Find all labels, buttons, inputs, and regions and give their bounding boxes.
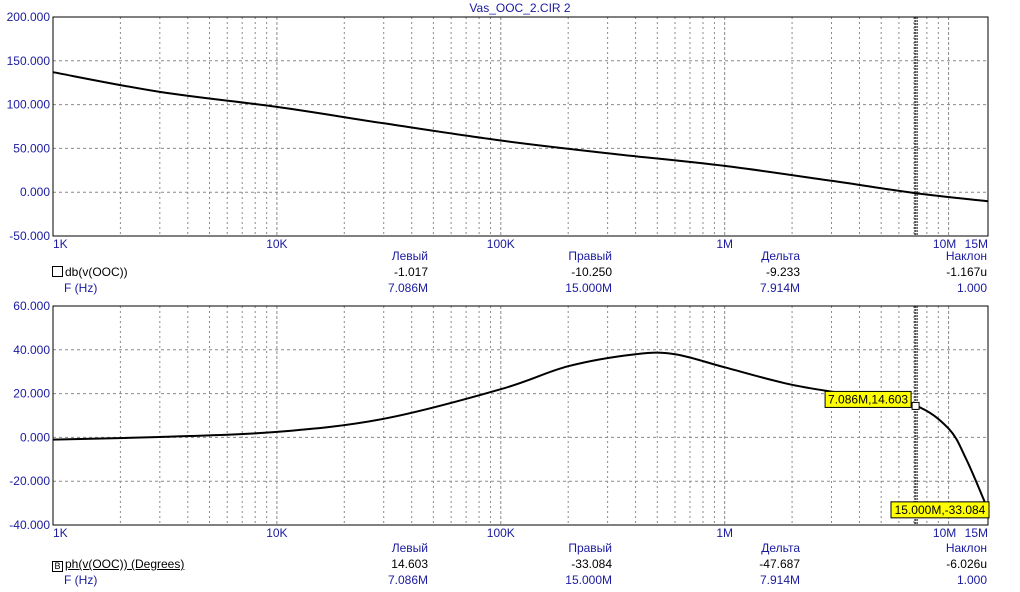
readout2-value-slope: -6.026u [946,557,987,571]
x-tick-label: 15M [965,237,988,251]
readout2-value-left: 14.603 [391,557,428,571]
readout-series-name: db(v(OOC)) [65,265,128,279]
y-tick-label: 0.000 [20,185,50,199]
readout2-x-label: F (Hz) [64,573,98,587]
series-line [52,71,989,203]
x-tick-label: 100K [487,237,515,251]
readout-header-left: Левый [391,249,428,263]
x-tick-label: 1K [53,237,68,251]
y-tick-label: -40.000 [9,518,50,532]
y-tick-label: 50.000 [13,141,50,155]
x-tick-label: 1M [716,526,733,540]
readout-x-left: 7.086M [387,281,428,295]
series-marker-box: B [52,561,63,572]
x-tick-label: 10M [933,526,956,540]
y-tick-label: 150.000 [7,54,51,68]
annotation-box [824,390,912,408]
readout2-series-name: ph(v(OOC)) (Degrees) [65,557,185,571]
series-color-box [52,266,63,277]
chart-title: Vas_OOC_2.CIR 2 [469,1,571,15]
x-tick-label: 1K [53,526,68,540]
readout2-header-left: Левый [391,541,428,555]
readout2-x-slope: 1.000 [956,573,987,587]
x-tick-label: 1M [716,237,733,251]
x-tick-label: 15M [965,526,988,540]
readout2-value-delta: -47.687 [759,557,800,571]
y-tick-label: 200.000 [7,10,51,24]
cursor-point-marker [911,401,920,410]
readout-value-left: -1.017 [393,265,428,279]
readout-header-delta: Дельта [761,249,800,263]
y-tick-label: 20.000 [13,387,50,401]
y-tick-label: 60.000 [13,299,50,313]
readout2-header-slope: Наклон [945,541,987,555]
readout2-value-right: -33.084 [571,557,612,571]
series-line [52,351,989,511]
annotation-label: 7.086M,14.603 [828,392,908,406]
readout2-header-delta: Дельта [761,541,800,555]
y-tick-label: 0.000 [20,430,50,444]
annotation-label: 15.000M,-33.084 [895,503,986,517]
readout-value-right: -10.250 [571,265,612,279]
annotation-box [890,501,990,519]
plot-frame [52,16,989,237]
readout-x-label: F (Hz) [64,281,98,295]
x-tick-label: 10K [266,526,287,540]
x-tick-label: 10M [933,237,956,251]
readout-x-delta: 7.914M [759,281,800,295]
readout2-x-delta: 7.914M [759,573,800,587]
readout-header-slope: Наклон [945,249,987,263]
x-tick-label: 100K [487,526,515,540]
readout2-header-right: Правый [568,541,612,555]
readout-value-slope: -1.167u [946,265,987,279]
readout-value-delta: -9.233 [765,265,800,279]
plot-panel-1: 200.000150.000100.00050.0000.000-50.0001… [7,10,989,251]
y-tick-label: -50.000 [9,229,50,243]
y-tick-label: -20.000 [9,474,50,488]
readout-header-right: Правый [568,249,612,263]
readout-x-slope: 1.000 [956,281,987,295]
x-tick-label: 10K [266,237,287,251]
y-tick-label: 40.000 [13,343,50,357]
readout-x-right: 15.000M [565,281,612,295]
plot-frame [52,305,989,526]
readout2-x-left: 7.086M [387,573,428,587]
readout-series-label[interactable]: db(v(OOC)) [52,265,128,279]
y-tick-label: 100.000 [7,98,51,112]
readout2-x-right: 15.000M [565,573,612,587]
